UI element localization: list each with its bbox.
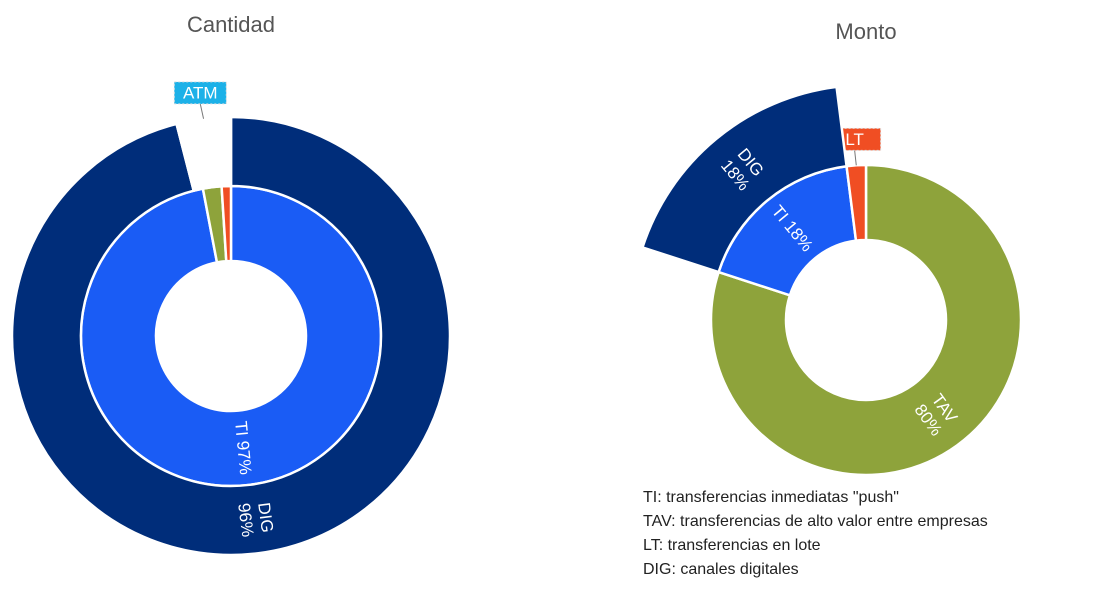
callout-label: LT <box>845 130 864 149</box>
callout-label: ATM <box>183 83 218 102</box>
slice <box>175 115 233 193</box>
slice <box>640 85 848 274</box>
note: TI: transferencias inmediatas "push" <box>643 489 899 506</box>
slice <box>709 163 1023 477</box>
slice-label-line: TI 97% <box>231 420 255 475</box>
slice-label: DIG96% <box>234 500 277 539</box>
chart-title: Cantidad <box>187 12 275 37</box>
callout-line <box>854 150 857 166</box>
note: DIG: canales digitales <box>643 561 799 578</box>
slice-label: TI 97% <box>231 420 255 475</box>
note: LT: transferencias en lote <box>643 537 821 554</box>
slice-label-line: 96% <box>234 502 257 538</box>
note: TAV: transferencias de alto valor entre … <box>643 513 988 530</box>
slice <box>10 115 452 557</box>
chart-title: Monto <box>835 19 896 44</box>
slice-label-line: DIG <box>254 501 277 533</box>
callout-box <box>173 81 227 105</box>
callout-line <box>199 103 205 119</box>
slice <box>845 163 868 243</box>
